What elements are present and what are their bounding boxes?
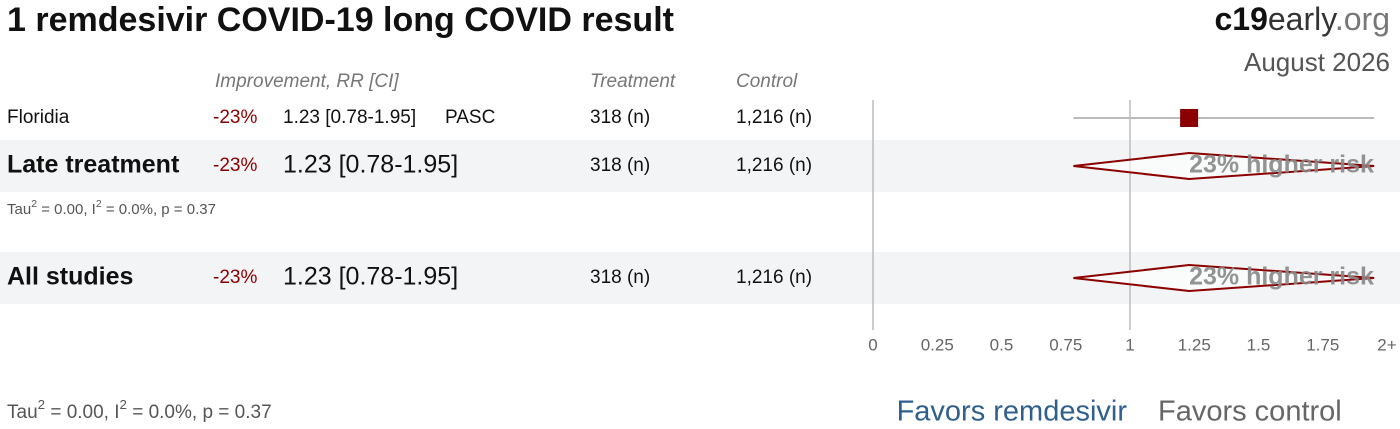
treatment-n: 318 (n)	[590, 155, 650, 176]
improvement: -23%	[213, 155, 257, 176]
favors-label: Favors control	[1158, 396, 1342, 428]
rr-ci: 1.23 [0.78-1.95]	[283, 151, 458, 179]
summary-name: All studies	[7, 263, 133, 291]
rr-ci: 1.23 [0.78-1.95]	[283, 107, 416, 128]
heterogeneity-part: = 0.00, I	[45, 402, 119, 423]
favors-label: Favors remdesivir	[897, 396, 1128, 428]
brand-part: c19	[1214, 1, 1267, 37]
rr-ci: 1.23 [0.78-1.95]	[283, 263, 458, 291]
x-tick-label: 1	[1125, 335, 1134, 354]
superscript: 2	[38, 397, 45, 412]
heterogeneity-part: = 0.0%, p = 0.37	[127, 402, 272, 423]
treatment-n: 318 (n)	[590, 267, 650, 288]
date: August 2026	[1244, 47, 1390, 77]
column-header: Improvement, RR [CI]	[215, 71, 399, 92]
effect-label: 23% higher risk	[1189, 151, 1374, 179]
heterogeneity: Tau2 = 0.00, I2 = 0.0%, p = 0.37	[7, 198, 216, 218]
heterogeneity: Tau2 = 0.00, I2 = 0.0%, p = 0.37	[7, 397, 272, 423]
summary-diamond	[1073, 151, 1375, 181]
control-n: 1,216 (n)	[736, 267, 812, 288]
heterogeneity-part: = 0.0%, p = 0.37	[102, 201, 216, 218]
superscript: 2	[120, 397, 127, 412]
improvement: -23%	[213, 107, 257, 128]
control-n: 1,216 (n)	[736, 155, 812, 176]
heterogeneity-part: Tau	[7, 201, 31, 218]
treatment-n: 318 (n)	[590, 107, 650, 128]
superscript: 2	[31, 198, 37, 210]
column-header: Control	[736, 71, 798, 92]
x-tick-label: 2+	[1377, 335, 1396, 354]
summary-diamond	[1073, 263, 1375, 293]
x-tick-label: 0.25	[921, 335, 954, 354]
brand-part: early	[1268, 1, 1337, 37]
heterogeneity-part: = 0.00, I	[37, 201, 96, 218]
study-name: Floridia	[7, 107, 70, 128]
x-tick-label: 0.75	[1049, 335, 1082, 354]
x-tick-label: 1.75	[1306, 335, 1339, 354]
x-tick-label: 0	[868, 335, 877, 354]
x-tick-label: 1.25	[1178, 335, 1211, 354]
heterogeneity-part: Tau	[7, 402, 38, 423]
effect-square	[1180, 109, 1199, 127]
control-n: 1,216 (n)	[736, 107, 812, 128]
x-tick-label: 1.5	[1247, 335, 1271, 354]
brand: c19early.org	[1214, 1, 1390, 37]
outcome: PASC	[445, 107, 495, 128]
chart-title: 1 remdesivir COVID-19 long COVID result	[7, 1, 674, 39]
superscript: 2	[96, 198, 102, 210]
improvement: -23%	[213, 267, 257, 288]
column-header: Treatment	[590, 71, 676, 92]
x-tick-label: 0.5	[990, 335, 1014, 354]
brand-part: .org	[1335, 1, 1390, 37]
summary-name: Late treatment	[7, 151, 180, 179]
effect-label: 23% higher risk	[1189, 263, 1374, 291]
